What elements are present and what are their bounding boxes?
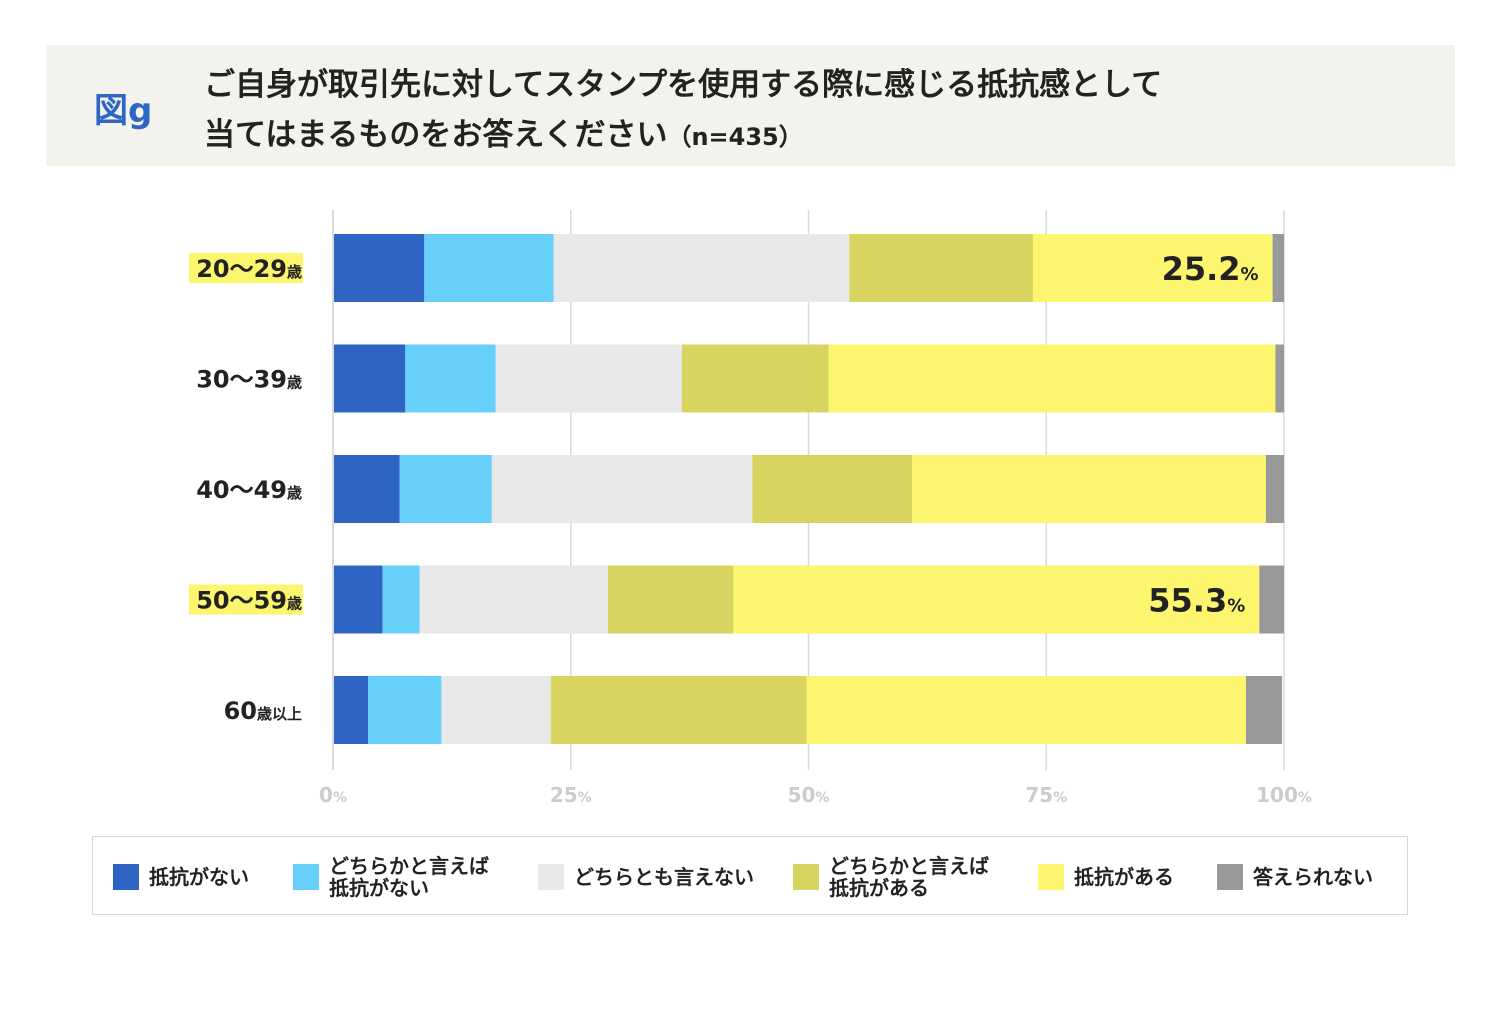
bar-segment bbox=[419, 565, 608, 634]
legend-item: 抵抗がある bbox=[1038, 837, 1174, 916]
category-label: 30〜39歳 bbox=[196, 366, 302, 394]
bar-segment bbox=[424, 234, 554, 302]
legend-item: 抵抗がない bbox=[113, 837, 249, 916]
chart-title-line-2-text: 当てはまるものをお答えください bbox=[204, 117, 668, 153]
bar-segment bbox=[405, 344, 496, 413]
x-tick-unit: % bbox=[1298, 790, 1312, 806]
legend-swatch bbox=[1217, 863, 1243, 890]
x-tick-value: 50 bbox=[788, 783, 816, 807]
legend-item: どちらかと言えば 抵抗がある bbox=[793, 837, 989, 916]
x-tick-value: 100 bbox=[1256, 783, 1298, 807]
x-tick-label: 100% bbox=[1256, 783, 1312, 807]
bar-segment bbox=[733, 565, 1260, 634]
category-label-suffix: 歳以上 bbox=[257, 705, 302, 723]
data-label-value: 55.3 bbox=[1148, 582, 1227, 620]
chart-legend: 抵抗がない どちらかと言えば 抵抗がない どちらとも言えない どちらかと言えば 抵抗が… bbox=[92, 836, 1408, 915]
bar-segment bbox=[495, 344, 683, 413]
bar-segment bbox=[828, 344, 1276, 413]
bar-segment bbox=[333, 234, 425, 302]
x-tick-value: 75 bbox=[1025, 783, 1053, 807]
bar-segment bbox=[806, 676, 1246, 744]
bar-segment bbox=[550, 676, 807, 744]
category-label: 50〜59歳 bbox=[196, 587, 302, 615]
bar-segment bbox=[491, 455, 753, 523]
legend-label: 抵抗がある bbox=[1074, 864, 1174, 889]
bar-segment bbox=[399, 455, 492, 523]
legend-label: 抵抗がない bbox=[149, 864, 249, 889]
category-label-main: 50〜59 bbox=[196, 587, 287, 615]
data-label-unit: % bbox=[1227, 596, 1245, 617]
x-tick-value: 0 bbox=[319, 783, 333, 807]
bar-segment bbox=[553, 234, 850, 302]
legend-swatch bbox=[1038, 863, 1064, 890]
data-label-value: 25.2 bbox=[1162, 250, 1241, 288]
x-tick-unit: % bbox=[578, 790, 592, 806]
x-tick-label: 75% bbox=[1025, 783, 1067, 807]
legend-item: 答えられない bbox=[1217, 837, 1373, 916]
legend-swatch bbox=[293, 863, 319, 890]
bar-segment bbox=[333, 455, 400, 523]
category-label-main: 60 bbox=[224, 697, 257, 725]
data-label: 25.2% bbox=[1162, 250, 1259, 288]
category-highlight bbox=[189, 584, 303, 615]
legend-label: 答えられない bbox=[1253, 864, 1373, 889]
bar-segment bbox=[682, 344, 829, 413]
x-tick-value: 25 bbox=[550, 783, 578, 807]
bar-segment bbox=[368, 676, 442, 744]
bar-segment bbox=[1032, 234, 1273, 302]
sample-size: （n=435） bbox=[667, 123, 803, 151]
category-label: 20〜29歳 bbox=[196, 255, 302, 283]
bar-segment bbox=[441, 676, 551, 744]
bar-segment bbox=[1275, 344, 1284, 413]
category-label-suffix: 歳 bbox=[287, 374, 302, 392]
category-label-main: 40〜49 bbox=[196, 476, 287, 504]
bar-segment bbox=[752, 455, 913, 523]
chart-title-line-2: 当てはまるものをお答えください（n=435） bbox=[204, 109, 803, 154]
legend-swatch bbox=[538, 863, 564, 890]
bar-segment bbox=[849, 234, 1033, 302]
chart-header: 図g ご自身が取引先に対してスタンプを使用する際に感じる抵抗感として 当てはまる… bbox=[46, 45, 1455, 166]
bar-segment bbox=[1259, 565, 1284, 634]
data-label-unit: % bbox=[1241, 264, 1259, 285]
bar-segment bbox=[1272, 234, 1284, 302]
category-label-suffix: 歳 bbox=[287, 263, 302, 281]
category-highlight bbox=[189, 253, 303, 283]
category-label-main: 20〜29 bbox=[196, 255, 287, 283]
legend-label: どちらかと言えば 抵抗がある bbox=[829, 853, 989, 900]
legend-swatch bbox=[793, 863, 819, 890]
bar-segment bbox=[912, 455, 1266, 523]
legend-swatch bbox=[113, 863, 139, 890]
bar-segment bbox=[333, 344, 406, 413]
bar-segment bbox=[1245, 676, 1283, 744]
x-tick-unit: % bbox=[1053, 790, 1067, 806]
legend-item: どちらとも言えない bbox=[538, 837, 754, 916]
bar-segment bbox=[1265, 455, 1284, 523]
category-label-suffix: 歳 bbox=[287, 484, 302, 502]
bar-segment bbox=[607, 565, 734, 634]
legend-item: どちらかと言えば 抵抗がない bbox=[293, 837, 489, 916]
bar-segment bbox=[333, 676, 369, 744]
category-label-main: 30〜39 bbox=[196, 366, 287, 394]
bar-segment bbox=[382, 565, 420, 634]
figure-label: 図g bbox=[94, 91, 153, 131]
bar-segment bbox=[333, 565, 383, 634]
category-label: 40〜49歳 bbox=[196, 476, 302, 504]
x-tick-unit: % bbox=[815, 790, 829, 806]
x-tick-unit: % bbox=[333, 790, 347, 806]
x-tick-label: 0% bbox=[319, 783, 347, 807]
legend-label: どちらかと言えば 抵抗がない bbox=[329, 853, 489, 900]
category-label-suffix: 歳 bbox=[287, 595, 302, 613]
x-tick-label: 25% bbox=[550, 783, 592, 807]
x-tick-label: 50% bbox=[788, 783, 830, 807]
chart-title-line-1: ご自身が取引先に対してスタンプを使用する際に感じる抵抗感として bbox=[204, 67, 1163, 103]
data-label: 55.3% bbox=[1148, 582, 1245, 620]
legend-label: どちらとも言えない bbox=[574, 864, 754, 889]
category-label: 60歳以上 bbox=[224, 697, 302, 725]
